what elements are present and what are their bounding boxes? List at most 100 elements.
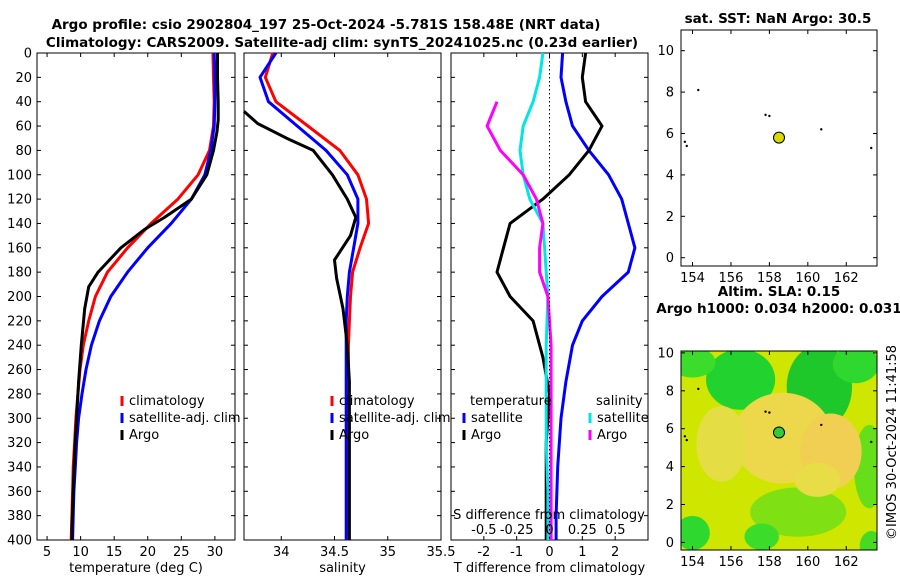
island-dot xyxy=(870,440,873,444)
island-dot xyxy=(685,144,688,148)
depth-tick-label: 160 xyxy=(7,241,32,256)
depth-tick-label: 120 xyxy=(7,193,32,208)
depth-tick-label: 300 xyxy=(7,412,32,427)
sst_map-lat-label: 2 xyxy=(666,210,674,225)
depth-tick-label: 140 xyxy=(7,217,32,232)
difference-series-argo-temperature xyxy=(495,52,604,540)
depth-tick-label: 380 xyxy=(7,509,32,524)
salinity-legend-label: climatology xyxy=(339,394,415,409)
island-dot xyxy=(683,435,687,438)
sst_map-lat-label: 0 xyxy=(666,251,674,266)
depth-tick-label: 80 xyxy=(15,144,32,159)
sla_map-lat-label: 10 xyxy=(657,346,674,361)
temperature-series-climatology xyxy=(69,52,216,541)
difference-top-xlabel: S difference from climatology xyxy=(453,508,645,523)
sst_map-lat-label: 4 xyxy=(666,168,674,183)
diff-legend-temp-title: temperature xyxy=(470,394,552,409)
difference-series-satellite-temperature xyxy=(554,52,637,540)
salinity-series-satellite-adj-clim xyxy=(258,52,360,540)
sla-field-patch xyxy=(794,462,841,497)
sla_map-lon-label: 160 xyxy=(795,555,820,570)
title-line-2: Climatology: CARS2009. Satellite-adj cli… xyxy=(46,35,638,51)
island-dot xyxy=(820,128,823,131)
sst_map-lon-label: 162 xyxy=(834,271,859,286)
temperature-legend-label: satellite-adj. clim xyxy=(129,411,241,426)
difference-series-satellite-salinity xyxy=(518,52,550,540)
sla-map-title: Altim. SLA: 0.15 xyxy=(718,284,840,300)
sst_map-lat-label: 8 xyxy=(666,86,674,101)
depth-tick-label: 220 xyxy=(7,314,32,329)
difference-xtick-label: 0 xyxy=(545,545,553,560)
temperature-xtick-label: 25 xyxy=(173,545,190,560)
sla_map-lat-label: 6 xyxy=(666,422,674,437)
temperature-xtick-label: 5 xyxy=(43,545,51,560)
temperature-series-argo xyxy=(70,53,220,540)
salinity-xlabel: salinity xyxy=(319,561,366,576)
temperature-legend-label: climatology xyxy=(129,394,205,409)
diff-temp-legend-label: Argo xyxy=(471,428,501,443)
salinity-series-argo xyxy=(243,110,358,540)
sla_map-lat-label: 8 xyxy=(666,384,674,399)
sla_map-lon-label: 156 xyxy=(719,555,744,570)
difference-xtick-label: -1 xyxy=(510,545,523,560)
temperature-legend-label: Argo xyxy=(129,428,159,443)
island-dot xyxy=(685,438,688,442)
diff-legend-sal-title: salinity xyxy=(596,394,643,409)
difference-xlabel: T difference from climatology xyxy=(453,561,646,576)
island-dot xyxy=(870,146,873,150)
diff-temp-legend-label: satellite xyxy=(471,411,523,426)
temperature-xtick-label: 30 xyxy=(207,545,224,560)
sla-field-patch xyxy=(696,405,747,482)
depth-tick-label: 60 xyxy=(15,120,32,135)
salinity-xtick-label: 34 xyxy=(273,545,290,560)
sla-field-patch xyxy=(744,523,779,550)
s-diff-tick-label: -0.5 xyxy=(471,523,496,538)
depth-tick-label: 320 xyxy=(7,436,32,451)
s-diff-tick-label: 0 xyxy=(545,523,553,538)
temperature-xtick-label: 15 xyxy=(106,545,123,560)
difference-xtick-label: -2 xyxy=(477,545,490,560)
sst-map-title: sat. SST: NaN Argo: 30.5 xyxy=(685,11,872,27)
depth-tick-label: 280 xyxy=(7,387,32,402)
island-dot xyxy=(820,423,823,427)
sla_map-lat-label: 2 xyxy=(666,498,674,513)
sla_map-lat-label: 0 xyxy=(666,536,674,551)
island-dot xyxy=(764,410,767,413)
depth-tick-label: 360 xyxy=(7,485,32,500)
temperature-frame xyxy=(36,52,236,541)
island-dot xyxy=(764,113,767,117)
salinity-series-climatology xyxy=(263,52,371,540)
sst_map-frame xyxy=(680,29,878,267)
depth-tick-label: 400 xyxy=(7,534,32,549)
s-diff-tick-label: 0.25 xyxy=(568,523,597,538)
temperature-xtick-label: 20 xyxy=(139,545,156,560)
imos-watermark: ©IMOS 30-Oct-2024 11:41:58 xyxy=(885,345,900,540)
s-diff-tick-label: 0.5 xyxy=(605,523,626,538)
island-dot xyxy=(768,114,771,118)
depth-tick-label: 20 xyxy=(15,71,32,86)
salinity-legend-label: Argo xyxy=(339,428,369,443)
sst_map-argo-marker xyxy=(773,131,785,144)
sst_map-lon-label: 154 xyxy=(680,271,705,286)
sst_map-lat-label: 10 xyxy=(657,44,674,59)
difference-xtick-label: 1 xyxy=(578,545,586,560)
island-dot xyxy=(683,140,687,143)
difference-series-argo-salinity xyxy=(485,101,553,540)
sla_map-lat-label: 4 xyxy=(666,460,674,475)
temperature-xlabel: temperature (deg C) xyxy=(69,561,203,576)
diff-sal-legend-label: satellite xyxy=(597,411,649,426)
title-line-1: Argo profile: csio 2902804_197 25-Oct-20… xyxy=(52,17,601,33)
depth-tick-label: 260 xyxy=(7,363,32,378)
depth-tick-label: 100 xyxy=(7,168,32,183)
diff-sal-legend-label: Argo xyxy=(597,428,627,443)
depth-tick-label: 340 xyxy=(7,460,32,475)
depth-tick-label: 0 xyxy=(24,47,32,62)
salinity-xtick-label: 35 xyxy=(379,545,396,560)
salinity-frame xyxy=(243,52,442,541)
sla-field-patch xyxy=(750,487,847,537)
temperature-xtick-label: 10 xyxy=(72,545,89,560)
island-dot xyxy=(768,411,771,414)
sla-field-patch xyxy=(681,351,716,378)
sla_map-lon-label: 162 xyxy=(834,555,859,570)
